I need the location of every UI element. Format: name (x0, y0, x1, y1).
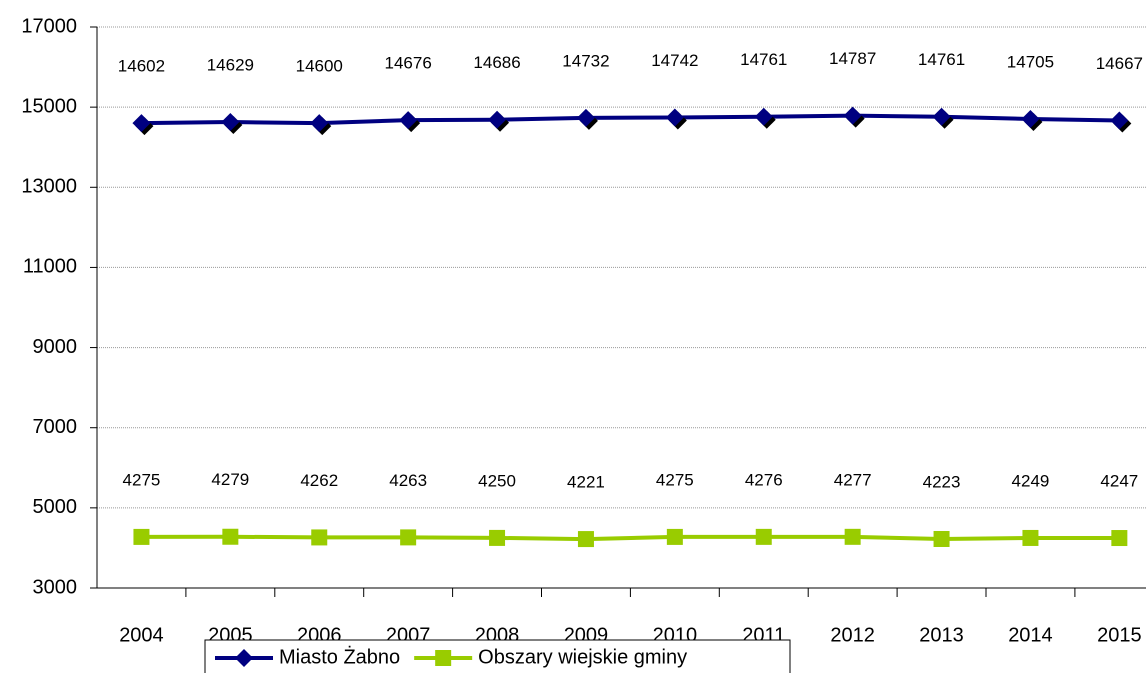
legend-box (204, 639, 791, 673)
data-label: 14705 (1007, 52, 1054, 71)
y-tick-label: 15000 (21, 95, 77, 117)
legend-label: Miasto Żabno (279, 645, 400, 668)
data-label: 4249 (1012, 471, 1050, 490)
marker (489, 529, 506, 546)
data-label: 14742 (651, 51, 698, 70)
data-label: 4275 (656, 470, 694, 489)
data-label: 14602 (118, 57, 165, 76)
marker (1022, 529, 1039, 546)
marker (235, 649, 253, 667)
x-tick-label: 2013 (919, 624, 964, 646)
x-tick-label: 2004 (119, 624, 164, 646)
data-label: 14761 (918, 50, 965, 69)
marker (399, 111, 418, 130)
y-tick-label: 17000 (21, 15, 77, 37)
marker (311, 529, 328, 546)
marker (755, 528, 772, 545)
data-label: 4262 (300, 471, 338, 490)
marker (844, 528, 861, 545)
series-line (141, 534, 1120, 542)
marker (1021, 109, 1040, 128)
data-label: 4275 (123, 470, 161, 489)
data-label: 14686 (473, 53, 520, 72)
legend: Miasto Żabno Obszary wiejskie gminy (204, 639, 791, 673)
data-label: 4223 (923, 472, 961, 491)
data-label: 14732 (562, 51, 609, 70)
data-label: 4263 (389, 471, 427, 490)
marker (222, 528, 239, 545)
data-label: 4250 (478, 471, 516, 490)
legend-label: Obszary wiejskie gminy (478, 646, 687, 668)
marker (133, 528, 150, 545)
data-label: 14600 (296, 57, 343, 76)
marker (576, 108, 595, 127)
marker (310, 114, 329, 133)
data-label: 14667 (1096, 54, 1143, 73)
y-tick-label: 11000 (23, 256, 77, 278)
marker (488, 110, 507, 129)
marker (754, 107, 773, 126)
marker (665, 108, 684, 127)
y-tick-label: 7000 (33, 416, 78, 438)
marker (577, 531, 594, 548)
data-label: 4277 (834, 470, 872, 489)
marker (933, 530, 950, 547)
data-label: 4247 (1100, 472, 1138, 491)
marker (221, 113, 240, 132)
marker (400, 529, 417, 546)
y-tick-label: 5000 (33, 496, 78, 518)
marker (435, 650, 452, 666)
series-line (141, 113, 1120, 126)
data-label: 4279 (211, 470, 249, 489)
marker (666, 528, 683, 545)
marker (932, 107, 951, 126)
series: 4275 4279 4262 4263 4250 4221 4275 4276 4277 4223… (123, 470, 1138, 548)
y-tick-label: 13000 (21, 176, 77, 198)
x-tick-label: 2014 (1008, 624, 1053, 646)
series: 14602 14629 14600 14676 14686 14732 14742 14761… (118, 49, 1143, 136)
data-label: 4276 (745, 470, 783, 489)
data-label: 14676 (385, 54, 432, 73)
x-tick-label: 2012 (830, 624, 875, 646)
data-label: 4221 (567, 473, 605, 492)
data-label: 14629 (207, 55, 254, 74)
y-tick-label: 3000 (33, 576, 78, 598)
data-label: 14787 (829, 49, 876, 68)
marker (1111, 530, 1128, 547)
marker (132, 114, 151, 133)
marker (1110, 111, 1129, 130)
x-tick-label: 2015 (1097, 624, 1142, 646)
y-tick-label: 9000 (33, 336, 78, 358)
data-label: 14761 (740, 50, 787, 69)
marker (843, 106, 862, 125)
